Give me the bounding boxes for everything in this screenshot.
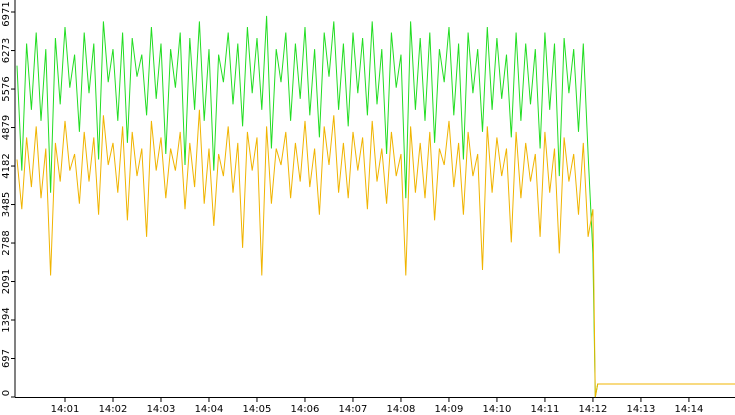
- y-tick-label: 3485: [1, 192, 12, 217]
- y-tick-label: 4182: [1, 153, 12, 178]
- series-line: [16, 15, 735, 398]
- y-tick-label: 6273: [1, 38, 12, 63]
- y-tick-label: 2788: [1, 230, 12, 255]
- y-tick-label: 0: [1, 390, 12, 396]
- x-tick-label: 14:07: [339, 404, 368, 415]
- y-tick-label: 697: [1, 349, 12, 368]
- x-tick-label: 14:04: [195, 404, 224, 415]
- y-tick-label: 5576: [1, 76, 12, 101]
- x-tick-label: 14:03: [147, 404, 176, 415]
- x-tick-label: 14:12: [579, 404, 608, 415]
- x-tick-label: 14:14: [675, 404, 704, 415]
- x-tick-label: 14:05: [243, 404, 272, 415]
- y-tick-label: 2091: [1, 269, 12, 294]
- x-tick-label: 14:09: [435, 404, 464, 415]
- x-tick-label: 14:10: [483, 404, 512, 415]
- x-tick-label: 14:02: [99, 404, 128, 415]
- x-tick-label: 14:06: [291, 404, 320, 415]
- y-tick-label: 4879: [1, 115, 12, 140]
- x-tick-label: 14:01: [51, 404, 80, 415]
- x-tick-label: 14:13: [627, 404, 656, 415]
- series-line: [16, 109, 735, 398]
- y-tick-label: 1394: [1, 307, 12, 332]
- x-tick-label: 14:08: [387, 404, 416, 415]
- x-tick-label: 14:11: [531, 404, 560, 415]
- y-tick-label: 6971: [1, 1, 12, 26]
